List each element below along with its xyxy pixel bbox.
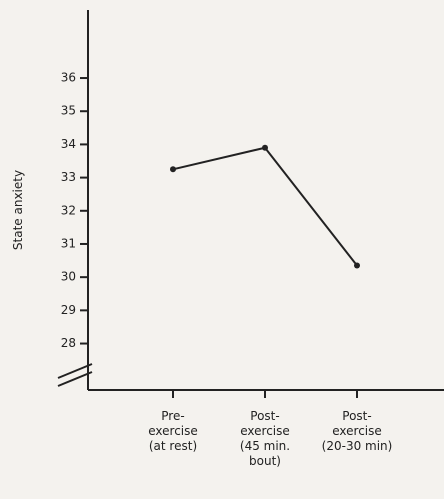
axis-break — [57, 363, 93, 379]
y-tick-label: 35 — [61, 104, 76, 118]
data-point — [354, 262, 360, 269]
x-tick-label: Post-exercise (45 min. bout) — [240, 409, 290, 468]
y-tick-label: 29 — [61, 303, 76, 317]
data-point — [170, 166, 176, 173]
axis-break — [57, 371, 93, 387]
y-tick-label: 28 — [61, 336, 76, 350]
y-tick-label: 36 — [61, 71, 76, 85]
data-point — [262, 144, 268, 151]
y-tick-label: 34 — [61, 137, 76, 151]
y-tick-label: 32 — [61, 203, 76, 217]
y-axis-label: State anxiety — [11, 170, 25, 250]
y-tick-label: 33 — [61, 170, 76, 184]
x-tick-label: Pre-exercise (at rest) — [148, 409, 198, 453]
y-tick-label: 31 — [61, 236, 76, 250]
y-tick-label: 30 — [61, 270, 76, 284]
x-tick-label: Post-exercise (20-30 min) — [322, 409, 393, 453]
